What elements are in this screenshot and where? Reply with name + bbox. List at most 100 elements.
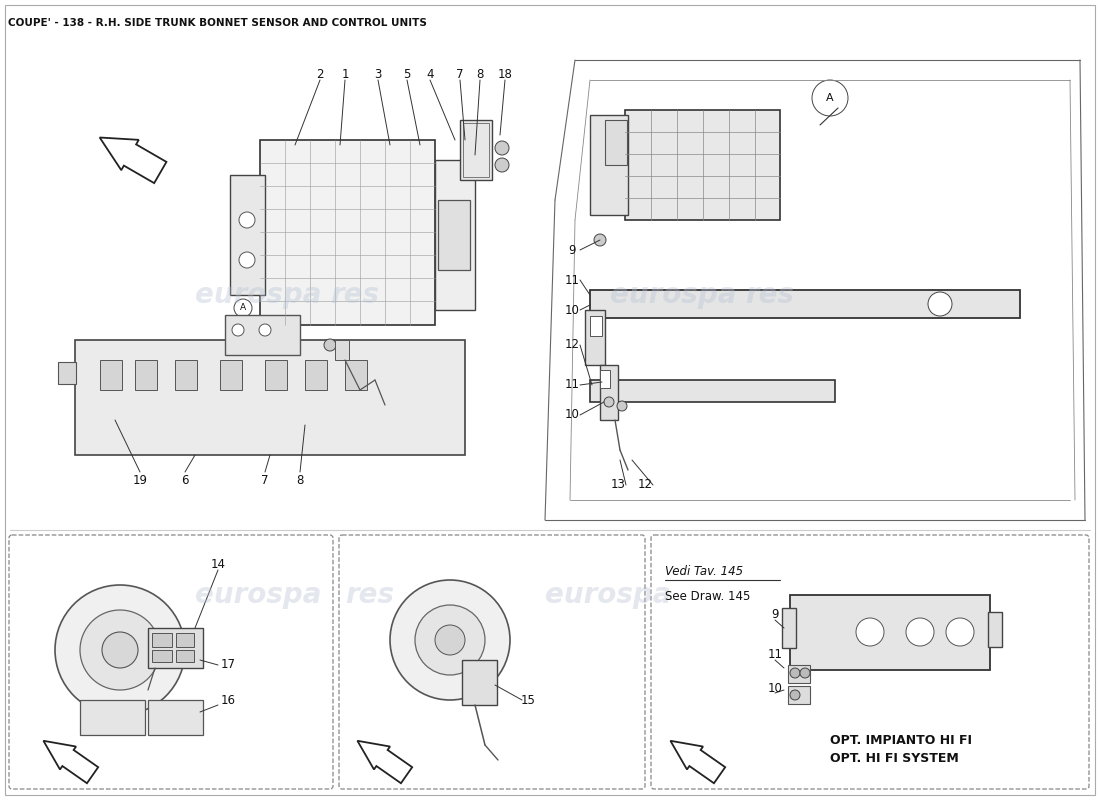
Text: eurospa: eurospa xyxy=(610,281,737,309)
Text: 14: 14 xyxy=(210,558,225,571)
Text: 17: 17 xyxy=(220,658,235,671)
Bar xyxy=(590,290,1020,318)
Circle shape xyxy=(812,80,848,116)
Bar xyxy=(148,700,204,735)
Text: OPT. HI FI SYSTEM: OPT. HI FI SYSTEM xyxy=(830,751,959,765)
Bar xyxy=(336,340,349,360)
Bar xyxy=(600,370,610,388)
Text: 7: 7 xyxy=(262,474,268,486)
Bar xyxy=(176,633,194,647)
Text: 19: 19 xyxy=(132,474,147,486)
Bar xyxy=(345,360,367,390)
Text: res: res xyxy=(330,281,380,309)
Circle shape xyxy=(102,632,138,668)
Bar xyxy=(788,665,810,683)
FancyBboxPatch shape xyxy=(339,535,645,789)
Circle shape xyxy=(604,397,614,407)
Bar xyxy=(438,200,470,270)
Circle shape xyxy=(928,292,952,316)
Bar xyxy=(226,315,300,355)
Bar xyxy=(463,123,490,177)
Text: 5: 5 xyxy=(404,69,410,82)
Circle shape xyxy=(906,618,934,646)
Text: 9: 9 xyxy=(771,609,779,622)
Text: 10: 10 xyxy=(768,682,782,694)
Bar xyxy=(600,365,618,420)
Text: 13: 13 xyxy=(610,478,626,491)
Text: 11: 11 xyxy=(768,649,782,662)
Text: 18: 18 xyxy=(497,69,513,82)
Circle shape xyxy=(232,324,244,336)
Circle shape xyxy=(617,401,627,411)
Text: 10: 10 xyxy=(564,303,580,317)
Circle shape xyxy=(390,580,510,700)
Text: 11: 11 xyxy=(564,274,580,286)
Text: 10: 10 xyxy=(564,409,580,422)
Text: 2: 2 xyxy=(317,69,323,82)
Bar xyxy=(585,310,605,365)
Text: 3: 3 xyxy=(374,69,382,82)
Circle shape xyxy=(324,339,336,351)
Bar xyxy=(152,650,172,662)
Text: 7: 7 xyxy=(456,69,464,82)
Bar xyxy=(175,360,197,390)
Text: OPT. IMPIANTO HI FI: OPT. IMPIANTO HI FI xyxy=(830,734,972,746)
Bar xyxy=(152,633,172,647)
Text: eurospa: eurospa xyxy=(195,281,321,309)
Circle shape xyxy=(55,585,185,715)
Circle shape xyxy=(239,212,255,228)
Text: Vedi Tav. 145: Vedi Tav. 145 xyxy=(666,565,744,578)
Text: 1: 1 xyxy=(341,69,349,82)
Circle shape xyxy=(234,299,252,317)
Circle shape xyxy=(434,625,465,655)
Text: 12: 12 xyxy=(638,478,652,491)
Bar xyxy=(265,360,287,390)
Text: 12: 12 xyxy=(564,338,580,351)
Circle shape xyxy=(495,158,509,172)
Bar xyxy=(230,175,265,295)
Bar xyxy=(590,380,835,402)
Bar xyxy=(148,628,204,668)
Circle shape xyxy=(800,668,810,678)
FancyBboxPatch shape xyxy=(651,535,1089,789)
Text: 4: 4 xyxy=(427,69,433,82)
Text: 16: 16 xyxy=(220,694,235,706)
Bar xyxy=(988,612,1002,647)
Bar xyxy=(305,360,327,390)
Bar xyxy=(460,120,492,180)
Text: A: A xyxy=(826,93,834,103)
Circle shape xyxy=(415,605,485,675)
Circle shape xyxy=(790,690,800,700)
Circle shape xyxy=(594,234,606,246)
Bar xyxy=(80,700,145,735)
Bar xyxy=(605,120,627,165)
Bar xyxy=(788,686,810,704)
Text: 15: 15 xyxy=(520,694,536,706)
Text: COUPE' - 138 - R.H. SIDE TRUNK BONNET SENSOR AND CONTROL UNITS: COUPE' - 138 - R.H. SIDE TRUNK BONNET SE… xyxy=(8,18,427,28)
Bar xyxy=(58,362,76,384)
Circle shape xyxy=(80,610,160,690)
Text: 6: 6 xyxy=(182,474,189,486)
Circle shape xyxy=(946,618,974,646)
Text: A: A xyxy=(240,303,246,313)
Text: res: res xyxy=(345,581,394,609)
Bar xyxy=(434,160,475,310)
Bar xyxy=(625,110,780,220)
Circle shape xyxy=(856,618,884,646)
Circle shape xyxy=(790,668,800,678)
Circle shape xyxy=(495,141,509,155)
Bar xyxy=(176,650,194,662)
Bar xyxy=(100,360,122,390)
Bar xyxy=(260,140,434,325)
Bar xyxy=(590,316,602,336)
Text: eurospa: eurospa xyxy=(195,581,321,609)
FancyBboxPatch shape xyxy=(9,535,333,789)
Bar xyxy=(75,340,465,455)
Bar xyxy=(462,660,497,705)
Bar xyxy=(590,115,628,215)
Text: See Draw. 145: See Draw. 145 xyxy=(666,590,750,603)
Text: res: res xyxy=(745,281,794,309)
Text: 8: 8 xyxy=(296,474,304,486)
Text: 8: 8 xyxy=(476,69,484,82)
Bar xyxy=(220,360,242,390)
